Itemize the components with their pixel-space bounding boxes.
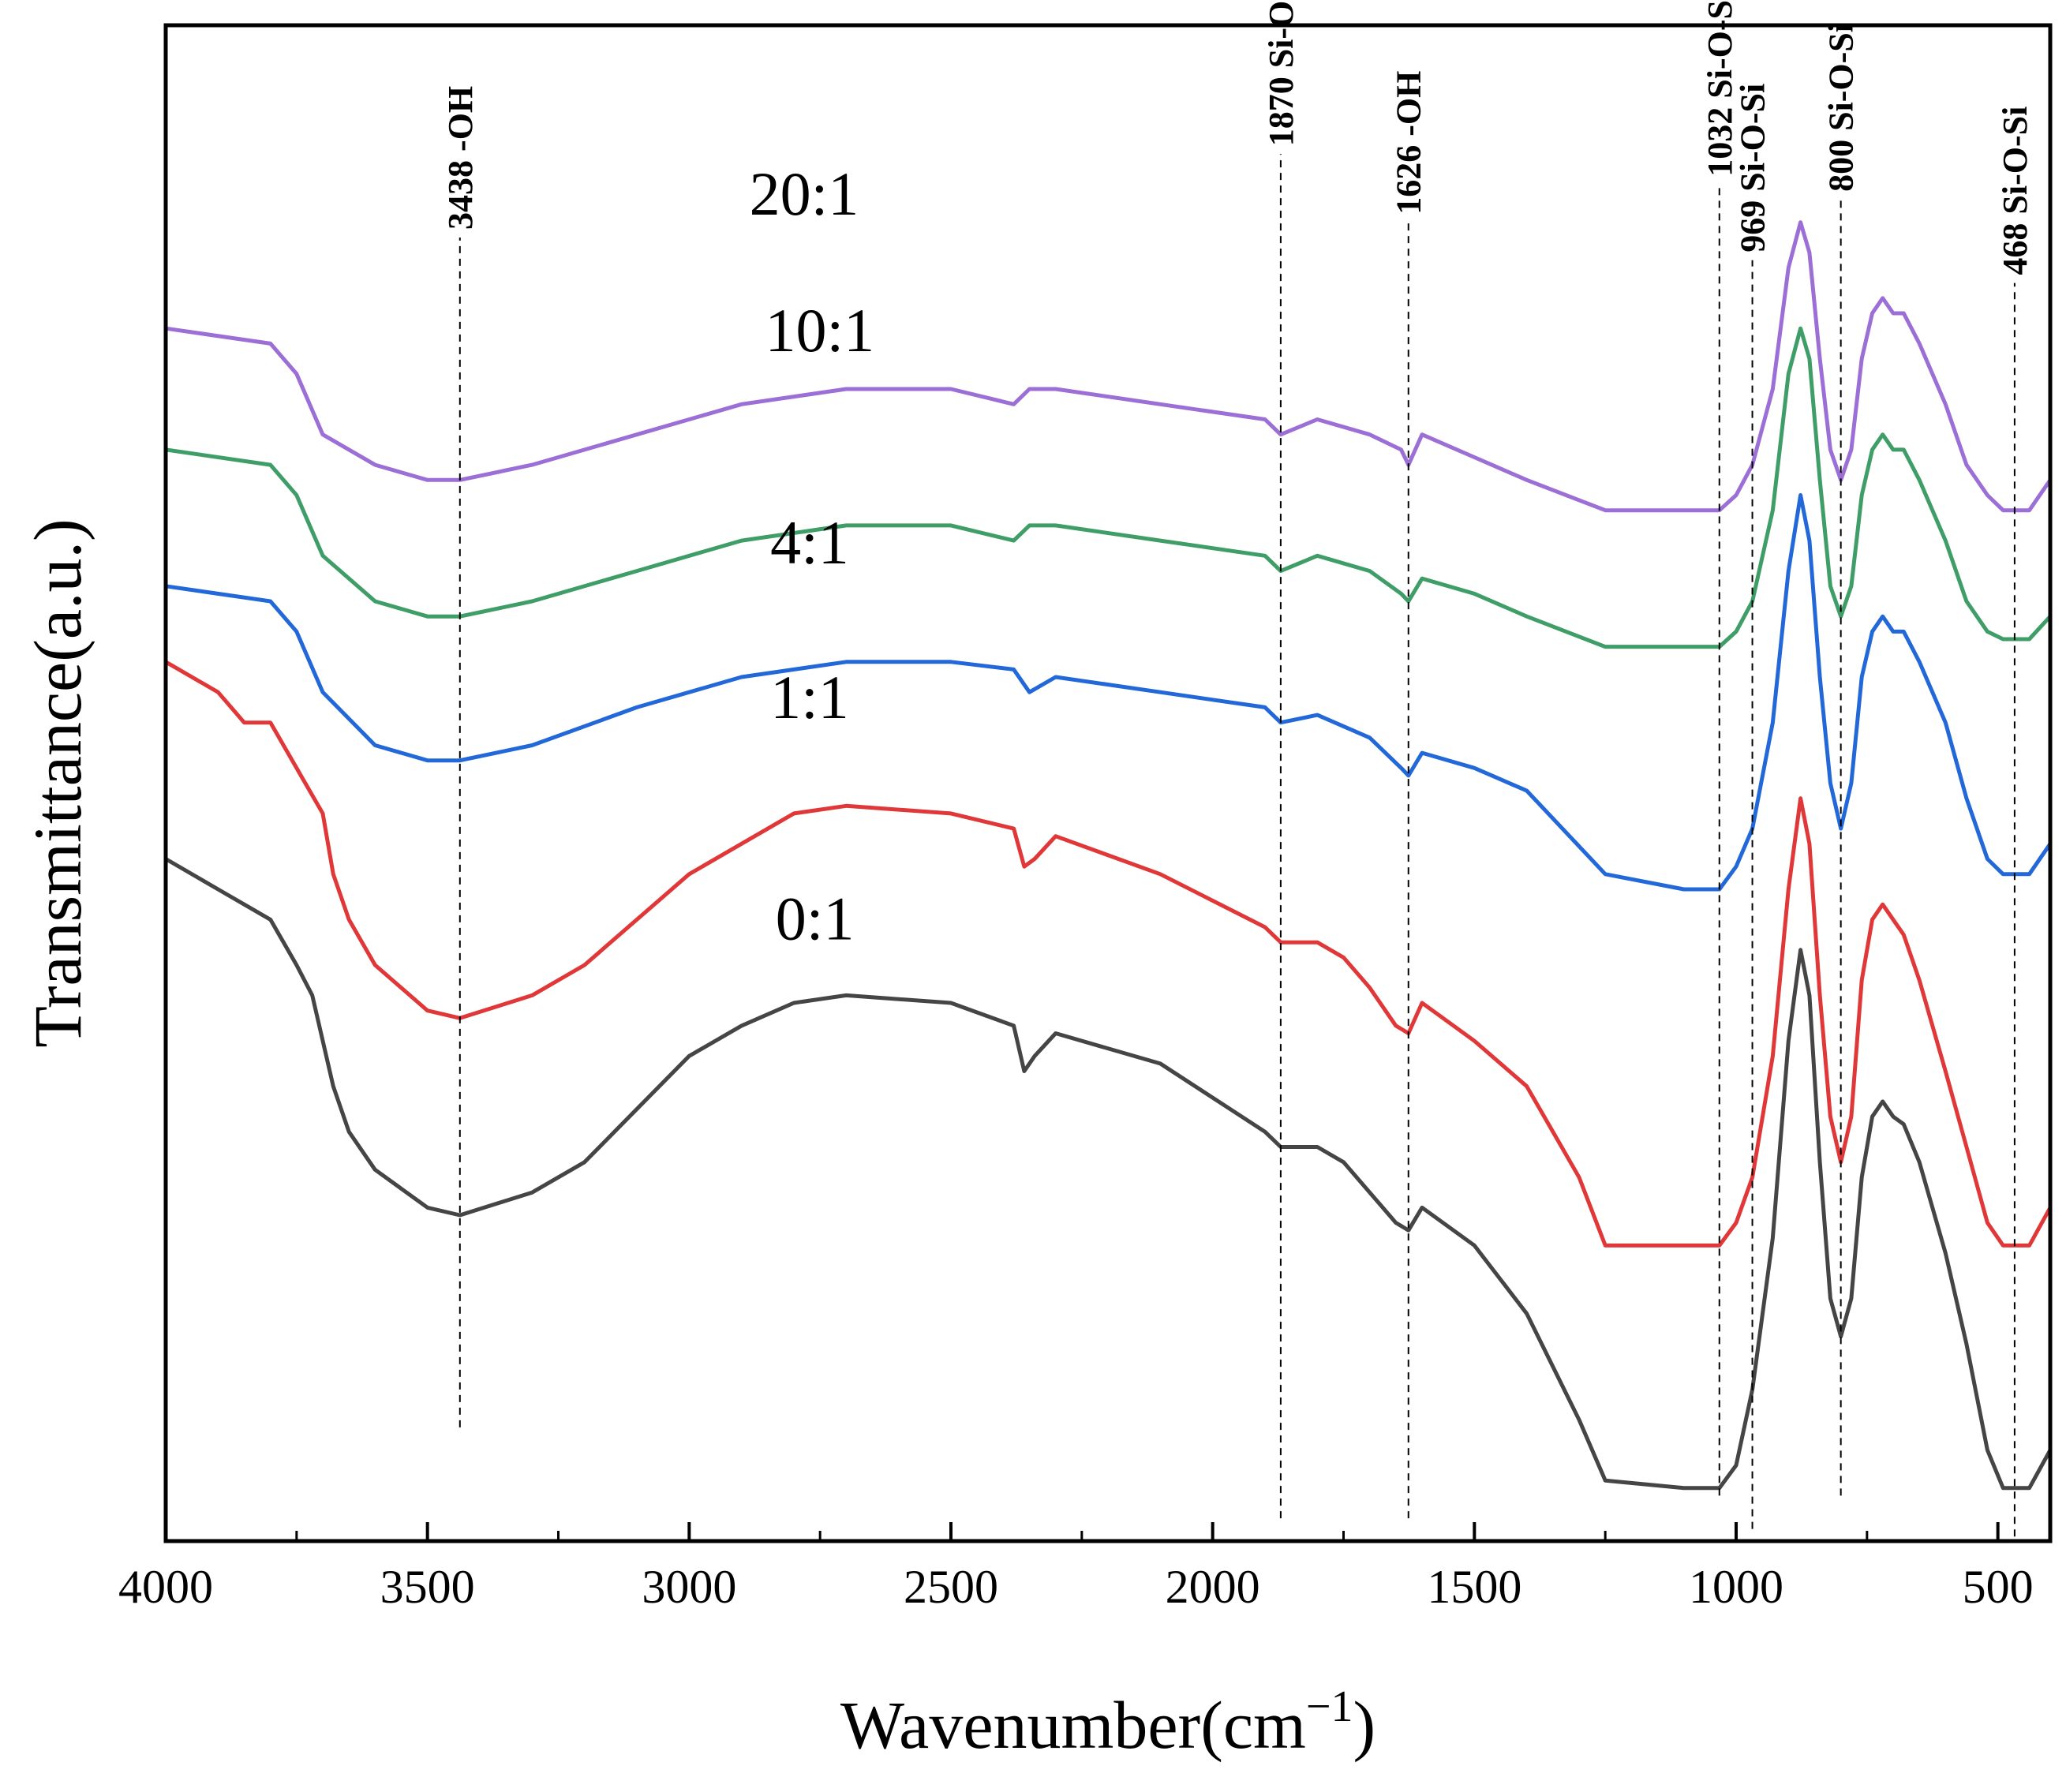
series-line-20-1 (163, 220, 2053, 513)
x-axis-ticks: 4000 3500 3000 2500 2000 1500 1000 500 (118, 1522, 2034, 1613)
series-label-1-1: 1:1 (770, 663, 849, 731)
series-label-0-1: 0:1 (776, 884, 855, 952)
series-label-4-1: 4:1 (770, 508, 849, 577)
x-tick-label-3000: 3000 (642, 1561, 736, 1613)
annotation-label-468: 468 Si-O-Si (1996, 107, 2034, 275)
x-tick-label-500: 500 (1963, 1561, 2034, 1613)
x-tick-label-2500: 2500 (904, 1561, 998, 1613)
annotation-label-1626: 1626 -OH (1390, 71, 1428, 215)
y-axis-title: Transmittance(a.u.) (20, 518, 95, 1047)
x-axis-title-main: Wavenumber(cm (840, 1687, 1306, 1763)
series-label-10-1: 10:1 (765, 296, 875, 365)
series-line-10-1 (163, 326, 2053, 649)
annotation-layer: 3438 -OH 1870 Si-O-Si 1626 -OH 1032 Si-O-Si… (441, 0, 2034, 1537)
x-tick-label-2000: 2000 (1166, 1561, 1260, 1613)
x-tick-label-1500: 1500 (1427, 1561, 1521, 1613)
series-line-0-1 (163, 857, 2053, 1491)
x-axis-title: Wavenumber(cm−1) (840, 1682, 1375, 1763)
plot-frame (163, 23, 2053, 1543)
x-axis-title-superscript: −1 (1306, 1682, 1353, 1731)
x-tick-label-1000: 1000 (1689, 1561, 1783, 1613)
x-axis-title-end: ) (1353, 1687, 1376, 1763)
annotation-label-800: 800 Si-O-Si (1822, 23, 1861, 192)
annotation-label-1870: 1870 Si-O-Si (1262, 0, 1301, 146)
x-tick-label-3500: 3500 (380, 1561, 475, 1613)
annotation-label-969: 969 Si-O-Si (1734, 84, 1772, 253)
annotation-label-1032: 1032 Si-O-Si (1701, 0, 1739, 177)
series-label-20-1: 20:1 (750, 159, 859, 228)
annotation-label-3438: 3438 -OH (441, 86, 480, 230)
series-label-layer: 20:1 10:1 4:1 1:1 0:1 (750, 159, 875, 952)
series-line-4-1 (163, 493, 2053, 892)
x-tick-label-4000: 4000 (118, 1561, 213, 1613)
